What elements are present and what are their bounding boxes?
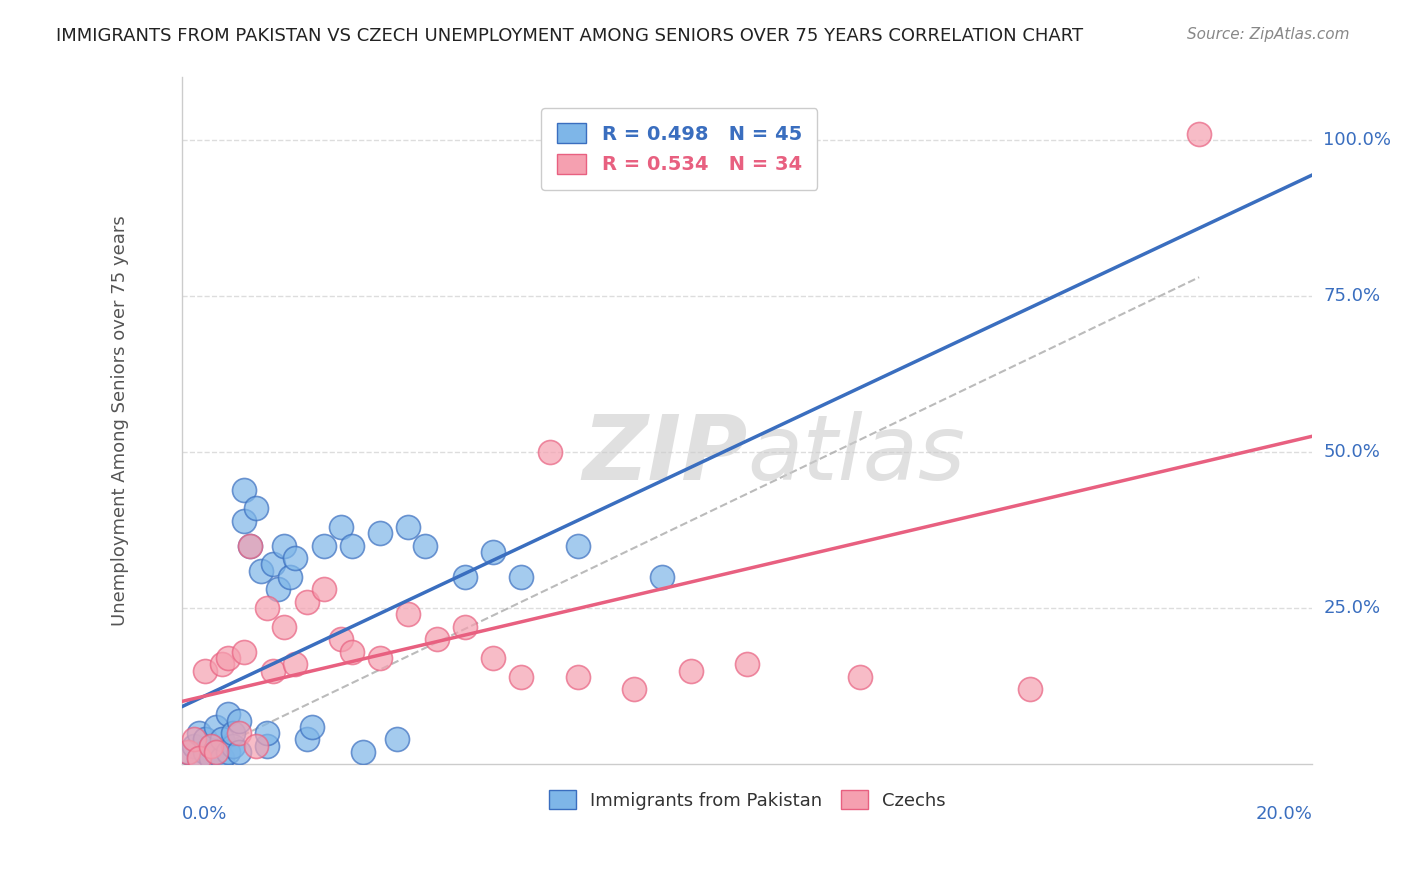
Point — [194, 664, 217, 678]
Text: atlas: atlas — [747, 411, 966, 500]
Point — [396, 520, 419, 534]
Point — [396, 607, 419, 622]
Point — [510, 670, 533, 684]
Point — [200, 751, 222, 765]
Point — [256, 601, 278, 615]
Point — [239, 539, 262, 553]
Point — [284, 657, 307, 672]
Point — [482, 651, 505, 665]
Text: Source: ZipAtlas.com: Source: ZipAtlas.com — [1187, 27, 1350, 42]
Point — [340, 645, 363, 659]
Point — [228, 745, 250, 759]
Point — [312, 539, 335, 553]
Point — [211, 657, 233, 672]
Point — [454, 620, 477, 634]
Point — [329, 632, 352, 647]
Point — [211, 732, 233, 747]
Point — [239, 539, 262, 553]
Point — [538, 445, 561, 459]
Text: 0.0%: 0.0% — [183, 805, 228, 823]
Point — [284, 551, 307, 566]
Point — [301, 720, 323, 734]
Point — [228, 714, 250, 728]
Point — [425, 632, 447, 647]
Point — [510, 570, 533, 584]
Point — [454, 570, 477, 584]
Point — [385, 732, 408, 747]
Point — [623, 682, 645, 697]
Point — [651, 570, 673, 584]
Point — [567, 670, 589, 684]
Point — [233, 514, 256, 528]
Point — [278, 570, 301, 584]
Point — [233, 645, 256, 659]
Point — [1018, 682, 1040, 697]
Point — [735, 657, 758, 672]
Point — [849, 670, 872, 684]
Point — [273, 620, 295, 634]
Point — [368, 651, 391, 665]
Legend: Immigrants from Pakistan, Czechs: Immigrants from Pakistan, Czechs — [541, 783, 953, 817]
Point — [188, 726, 211, 740]
Point — [200, 739, 222, 753]
Point — [228, 726, 250, 740]
Point — [250, 564, 273, 578]
Point — [329, 520, 352, 534]
Point — [222, 726, 245, 740]
Point — [233, 483, 256, 497]
Point — [567, 539, 589, 553]
Point — [340, 539, 363, 553]
Text: 100.0%: 100.0% — [1323, 131, 1392, 149]
Point — [295, 732, 318, 747]
Point — [211, 751, 233, 765]
Point — [262, 558, 284, 572]
Point — [177, 745, 200, 759]
Point — [194, 745, 217, 759]
Point — [312, 582, 335, 597]
Point — [217, 651, 239, 665]
Point — [262, 664, 284, 678]
Point — [273, 539, 295, 553]
Point — [188, 751, 211, 765]
Point — [217, 745, 239, 759]
Point — [183, 739, 205, 753]
Point — [188, 751, 211, 765]
Point — [413, 539, 436, 553]
Point — [205, 720, 228, 734]
Point — [217, 707, 239, 722]
Point — [194, 732, 217, 747]
Point — [352, 745, 374, 759]
Point — [679, 664, 702, 678]
Text: Unemployment Among Seniors over 75 years: Unemployment Among Seniors over 75 years — [111, 216, 129, 626]
Point — [177, 745, 200, 759]
Point — [245, 739, 267, 753]
Point — [1188, 127, 1211, 141]
Text: ZIP: ZIP — [582, 411, 747, 500]
Point — [482, 545, 505, 559]
Text: IMMIGRANTS FROM PAKISTAN VS CZECH UNEMPLOYMENT AMONG SENIORS OVER 75 YEARS CORRE: IMMIGRANTS FROM PAKISTAN VS CZECH UNEMPL… — [56, 27, 1084, 45]
Point — [256, 726, 278, 740]
Point — [222, 739, 245, 753]
Point — [205, 745, 228, 759]
Point — [256, 739, 278, 753]
Point — [267, 582, 290, 597]
Text: 50.0%: 50.0% — [1323, 443, 1381, 461]
Text: 20.0%: 20.0% — [1256, 805, 1312, 823]
Text: 25.0%: 25.0% — [1323, 599, 1381, 617]
Point — [205, 745, 228, 759]
Point — [200, 739, 222, 753]
Text: 75.0%: 75.0% — [1323, 287, 1381, 305]
Point — [295, 595, 318, 609]
Point — [245, 501, 267, 516]
Point — [368, 526, 391, 541]
Point — [183, 732, 205, 747]
